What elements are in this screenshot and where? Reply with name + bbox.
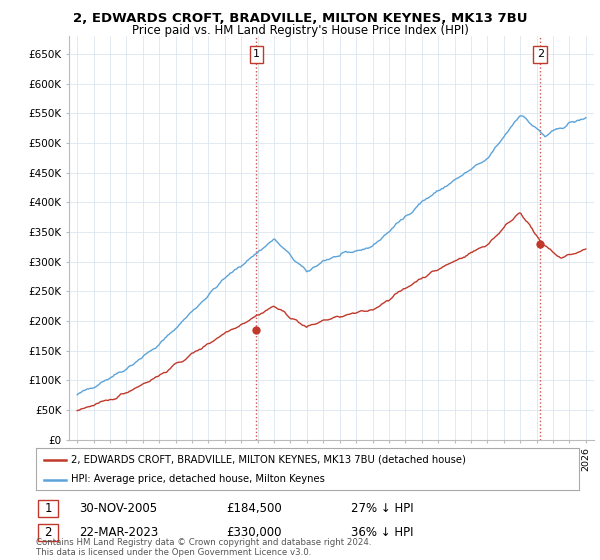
Text: 27% ↓ HPI: 27% ↓ HPI [351,502,413,515]
FancyBboxPatch shape [38,500,58,517]
Text: £184,500: £184,500 [226,502,282,515]
Text: Contains HM Land Registry data © Crown copyright and database right 2024.
This d: Contains HM Land Registry data © Crown c… [36,538,371,557]
Text: Price paid vs. HM Land Registry's House Price Index (HPI): Price paid vs. HM Land Registry's House … [131,24,469,36]
Text: 22-MAR-2023: 22-MAR-2023 [79,526,158,539]
Text: 36% ↓ HPI: 36% ↓ HPI [351,526,413,539]
Text: 2, EDWARDS CROFT, BRADVILLE, MILTON KEYNES, MK13 7BU: 2, EDWARDS CROFT, BRADVILLE, MILTON KEYN… [73,12,527,25]
FancyBboxPatch shape [38,524,58,542]
Text: 2: 2 [537,49,544,59]
Text: 30-NOV-2005: 30-NOV-2005 [79,502,158,515]
Text: 1: 1 [44,502,52,515]
Text: £330,000: £330,000 [226,526,281,539]
Text: 1: 1 [253,49,260,59]
Text: 2, EDWARDS CROFT, BRADVILLE, MILTON KEYNES, MK13 7BU (detached house): 2, EDWARDS CROFT, BRADVILLE, MILTON KEYN… [71,455,466,465]
Text: HPI: Average price, detached house, Milton Keynes: HPI: Average price, detached house, Milt… [71,474,325,484]
Text: 2: 2 [44,526,52,539]
